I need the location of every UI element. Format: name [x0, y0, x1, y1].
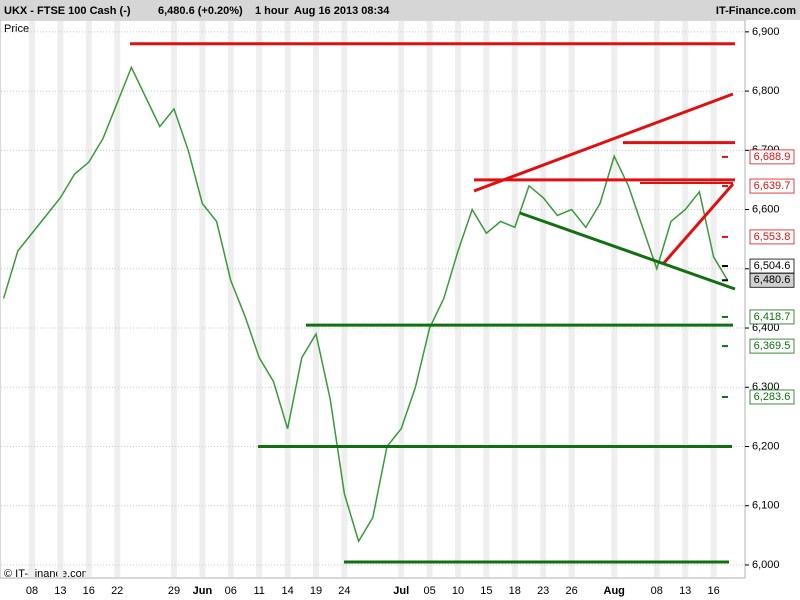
- date-stripe: [256, 21, 263, 577]
- price-marker-label: 6,553.8: [754, 231, 791, 243]
- price-marker-label: 6,283.6: [754, 391, 791, 403]
- x-tick-label: 10: [452, 585, 464, 597]
- date-stripe: [511, 21, 518, 577]
- trend-line: [473, 92, 734, 193]
- header-symbol: UKX - FTSE 100 Cash (-): [4, 5, 131, 17]
- date-stripe: [313, 21, 319, 577]
- header-datetime: Aug 16 2013 08:34: [294, 5, 390, 17]
- x-tick-label: Jul: [393, 585, 409, 597]
- x-tick-label: 05: [423, 585, 435, 597]
- date-stripe: [284, 21, 291, 577]
- date-stripe: [227, 21, 234, 577]
- x-tick-label: 19: [310, 585, 322, 597]
- y-axis-label: Price: [4, 23, 29, 35]
- x-tick-label: 18: [509, 585, 521, 597]
- x-tick-label: 14: [281, 585, 293, 597]
- price-marker-box: [749, 229, 795, 245]
- date-stripe: [57, 21, 64, 577]
- price-marker-box: [749, 338, 795, 354]
- header-brand: IT-Finance.com: [716, 5, 796, 17]
- price-marker-box: [749, 272, 795, 288]
- y-tick-label: 6,000: [752, 559, 780, 571]
- x-tick-label: 23: [537, 585, 549, 597]
- x-tick-label: 24: [338, 585, 350, 597]
- price-marker-label: 6,688.9: [754, 151, 791, 163]
- price-marker-box: [749, 389, 795, 405]
- date-stripe: [455, 21, 461, 577]
- date-stripe: [114, 21, 121, 577]
- x-tick-label: 16: [83, 585, 95, 597]
- x-tick-label: 13: [54, 585, 66, 597]
- x-tick-label: 26: [565, 585, 577, 597]
- x-tick-label: 16: [707, 585, 719, 597]
- date-stripe: [483, 21, 490, 577]
- date-stripe: [426, 21, 433, 577]
- y-tick-label: 6,100: [752, 500, 780, 512]
- x-tick-label: 11: [253, 585, 264, 597]
- header-quote: 6,480.6 (+0.20%): [158, 5, 243, 17]
- y-tick-label: 6,600: [752, 203, 780, 215]
- x-tick-label: Aug: [604, 585, 625, 597]
- price-marker-box: [749, 149, 795, 165]
- price-marker-box: [749, 178, 795, 194]
- date-stripe: [29, 21, 35, 577]
- trend-line: [661, 183, 735, 265]
- price-marker-label: 6,639.7: [754, 180, 791, 192]
- x-tick-label: 15: [480, 585, 492, 597]
- header-interval: 1 hour: [255, 5, 289, 17]
- date-stripe: [398, 21, 405, 577]
- plot-area: [0, 19, 746, 579]
- x-tick-label: Jun: [193, 585, 213, 597]
- trend-lines: [473, 92, 736, 291]
- date-stripe: [199, 21, 206, 577]
- date-stripe: [540, 21, 547, 577]
- y-tick-label: 6,400: [752, 322, 780, 334]
- y-tick-label: 6,200: [752, 440, 780, 452]
- price-marker-label: 6,480.6: [754, 274, 791, 286]
- footer: © IT-Finance.com: [4, 568, 91, 580]
- price-marker-label: 6,504.6: [754, 260, 791, 272]
- x-tick-label: 13: [679, 585, 691, 597]
- y-tick-label: 6,900: [752, 26, 780, 38]
- date-stripe: [171, 21, 177, 577]
- header-bar: [0, 0, 800, 20]
- trend-line: [519, 211, 736, 291]
- y-tick-label: 6,800: [752, 85, 780, 97]
- date-stripe: [653, 21, 660, 577]
- x-tick-label: 06: [225, 585, 237, 597]
- date-stripe: [611, 21, 618, 577]
- x-tick-label: 22: [111, 585, 123, 597]
- price-marker-box: [749, 309, 795, 325]
- date-stripe: [710, 21, 717, 577]
- date-stripe: [682, 21, 689, 577]
- x-tick-label: 08: [651, 585, 663, 597]
- date-stripe: [341, 21, 348, 577]
- x-tick-label: 08: [26, 585, 38, 597]
- date-stripe: [85, 21, 92, 577]
- price-marker-label: 6,418.7: [754, 311, 791, 323]
- price-marker-label: 6,369.5: [754, 340, 791, 352]
- x-tick-label: 29: [168, 585, 180, 597]
- date-stripe: [568, 21, 575, 577]
